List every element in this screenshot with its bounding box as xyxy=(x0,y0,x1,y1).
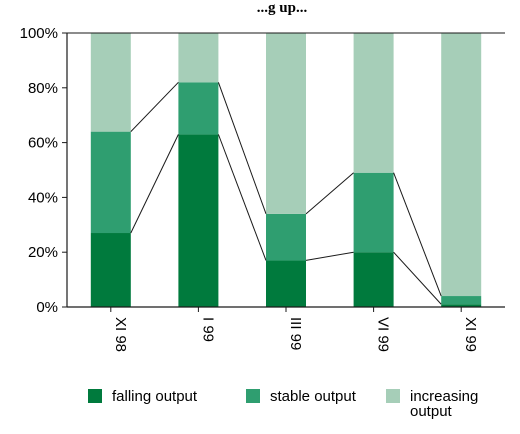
x-tick-label: VI 99 xyxy=(375,317,392,352)
connector-line-1-0 xyxy=(130,134,179,234)
bar-stable-output-2 xyxy=(266,213,306,261)
x-tick-label: III 99 xyxy=(287,317,304,350)
connector-line-2-3 xyxy=(393,172,442,297)
connector-lines xyxy=(67,32,505,305)
connector-line-2-0 xyxy=(130,81,179,132)
x-tick-label: XI 99 xyxy=(462,317,479,352)
y-tick-label: 40% xyxy=(28,189,58,206)
x-tick-label: XI 98 xyxy=(112,317,129,352)
y-tick-label: 100% xyxy=(20,25,58,42)
bar-increasing-output-1 xyxy=(178,33,219,83)
connector-line-1-1 xyxy=(217,134,267,261)
legend-swatch-increasing-output xyxy=(386,389,400,403)
bar-falling-output-3 xyxy=(353,252,394,307)
connector-line-1-2 xyxy=(305,251,354,261)
y-tick-label: 60% xyxy=(28,135,58,152)
legend-swatch-stable-output xyxy=(246,389,260,403)
y-tick-label: 80% xyxy=(28,80,58,97)
legend-label-increasing-output: increasing output xyxy=(410,388,478,420)
legend: falling output stable output increasing out… xyxy=(88,388,478,420)
x-tick-label: I 99 xyxy=(199,317,216,342)
bar-falling-output-1 xyxy=(178,134,219,307)
legend-label-stable-output: stable output xyxy=(270,388,357,405)
bar-falling-output-4 xyxy=(441,304,482,307)
bar-stable-output-0 xyxy=(90,131,131,234)
bar-increasing-output-4 xyxy=(441,33,482,297)
connector-line-2-2 xyxy=(305,172,354,215)
bar-falling-output-0 xyxy=(90,233,131,307)
bar-stable-output-1 xyxy=(178,82,219,135)
bars-group xyxy=(90,33,482,307)
bar-stable-output-4 xyxy=(441,296,482,305)
connector-line-1-3 xyxy=(393,251,442,305)
x-tick-labels: XI 98 I 99 III 99 VI 99 XI 99 xyxy=(110,307,479,352)
bar-increasing-output-3 xyxy=(353,33,394,173)
bar-stable-output-3 xyxy=(353,172,394,253)
chart-title: ...g up... xyxy=(257,0,308,16)
y-tick-label: 20% xyxy=(28,244,58,261)
y-tick-labels: 0% 20% 40% 60% 80% 100% xyxy=(20,25,67,316)
connector-line-2-1 xyxy=(217,82,267,215)
y-tick-label: 0% xyxy=(36,299,58,316)
legend-swatch-falling-output xyxy=(88,389,102,403)
bar-falling-output-2 xyxy=(266,260,306,307)
bar-increasing-output-0 xyxy=(90,33,131,132)
legend-label-falling-output: falling output xyxy=(112,388,198,405)
bar-increasing-output-2 xyxy=(266,33,306,214)
